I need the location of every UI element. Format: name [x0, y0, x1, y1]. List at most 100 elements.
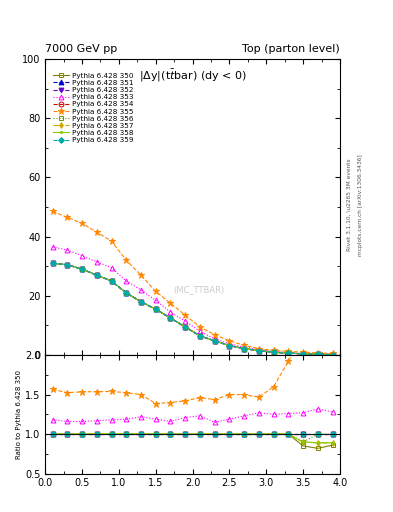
Pythia 6.428 352	[50, 260, 55, 266]
Pythia 6.428 357	[153, 306, 158, 312]
Pythia 6.428 351	[330, 352, 335, 358]
Pythia 6.428 358	[330, 352, 335, 358]
Pythia 6.428 354	[286, 350, 291, 356]
Pythia 6.428 354	[227, 343, 232, 349]
Pythia 6.428 355	[80, 220, 84, 226]
Pythia 6.428 356	[286, 350, 291, 356]
Pythia 6.428 357	[198, 333, 202, 339]
Pythia 6.428 352	[227, 343, 232, 349]
Pythia 6.428 356	[198, 333, 202, 339]
Pythia 6.428 354	[65, 262, 70, 268]
Pythia 6.428 354	[153, 306, 158, 312]
Y-axis label: Ratio to Pythia 6.428 350: Ratio to Pythia 6.428 350	[16, 370, 22, 459]
Pythia 6.428 352	[257, 348, 261, 354]
Pythia 6.428 359	[168, 315, 173, 321]
Pythia 6.428 353	[139, 287, 143, 293]
Pythia 6.428 358	[198, 333, 202, 339]
Pythia 6.428 357	[109, 278, 114, 284]
Pythia 6.428 355	[50, 208, 55, 215]
Pythia 6.428 350	[139, 298, 143, 305]
Pythia 6.428 354	[80, 266, 84, 272]
Pythia 6.428 359	[183, 324, 187, 330]
Pythia 6.428 353	[242, 344, 246, 350]
Pythia 6.428 356	[50, 260, 55, 266]
Pythia 6.428 353	[316, 351, 320, 357]
Line: Pythia 6.428 356: Pythia 6.428 356	[50, 261, 335, 357]
Pythia 6.428 351	[65, 262, 70, 268]
Pythia 6.428 356	[183, 324, 187, 330]
Pythia 6.428 357	[257, 348, 261, 354]
Pythia 6.428 351	[50, 260, 55, 266]
Pythia 6.428 350	[94, 272, 99, 278]
Pythia 6.428 353	[50, 244, 55, 250]
Pythia 6.428 357	[301, 351, 305, 357]
Pythia 6.428 350	[330, 352, 335, 358]
Pythia 6.428 350	[168, 315, 173, 321]
Pythia 6.428 358	[286, 350, 291, 356]
Pythia 6.428 358	[65, 262, 70, 268]
Pythia 6.428 358	[109, 278, 114, 284]
Pythia 6.428 358	[50, 260, 55, 266]
Pythia 6.428 358	[242, 346, 246, 352]
Pythia 6.428 357	[286, 350, 291, 356]
Pythia 6.428 358	[139, 298, 143, 305]
Pythia 6.428 353	[168, 309, 173, 315]
Pythia 6.428 353	[109, 265, 114, 271]
Pythia 6.428 355	[168, 300, 173, 306]
Pythia 6.428 351	[153, 306, 158, 312]
Pythia 6.428 357	[227, 343, 232, 349]
Line: Pythia 6.428 353: Pythia 6.428 353	[50, 245, 335, 357]
Pythia 6.428 355	[139, 272, 143, 278]
Pythia 6.428 359	[124, 290, 129, 296]
Pythia 6.428 354	[183, 324, 187, 330]
Pythia 6.428 358	[227, 343, 232, 349]
Pythia 6.428 358	[257, 348, 261, 354]
Pythia 6.428 352	[153, 306, 158, 312]
Pythia 6.428 352	[168, 315, 173, 321]
Pythia 6.428 358	[301, 351, 305, 357]
Pythia 6.428 359	[109, 278, 114, 284]
Pythia 6.428 352	[94, 272, 99, 278]
Pythia 6.428 353	[286, 350, 291, 356]
Pythia 6.428 356	[65, 262, 70, 268]
Pythia 6.428 357	[183, 324, 187, 330]
Pythia 6.428 352	[286, 350, 291, 356]
Pythia 6.428 350	[227, 343, 232, 349]
Pythia 6.428 352	[198, 333, 202, 339]
Pythia 6.428 357	[50, 260, 55, 266]
Pythia 6.428 359	[242, 346, 246, 352]
Pythia 6.428 359	[301, 351, 305, 357]
Pythia 6.428 356	[316, 351, 320, 357]
Pythia 6.428 355	[124, 257, 129, 263]
Pythia 6.428 355	[257, 346, 261, 352]
Pythia 6.428 353	[80, 253, 84, 259]
Pythia 6.428 352	[183, 324, 187, 330]
Pythia 6.428 350	[316, 351, 320, 357]
Pythia 6.428 356	[257, 348, 261, 354]
Pythia 6.428 354	[109, 278, 114, 284]
Pythia 6.428 350	[80, 266, 84, 272]
Pythia 6.428 354	[198, 333, 202, 339]
Pythia 6.428 359	[212, 338, 217, 344]
Pythia 6.428 352	[330, 352, 335, 358]
Pythia 6.428 356	[242, 346, 246, 352]
Pythia 6.428 354	[50, 260, 55, 266]
Pythia 6.428 356	[124, 290, 129, 296]
Pythia 6.428 359	[198, 333, 202, 339]
Pythia 6.428 353	[227, 341, 232, 347]
Pythia 6.428 355	[65, 215, 70, 221]
Pythia 6.428 351	[139, 298, 143, 305]
Pythia 6.428 358	[94, 272, 99, 278]
Pythia 6.428 351	[183, 324, 187, 330]
Pythia 6.428 356	[139, 298, 143, 305]
Pythia 6.428 355	[109, 238, 114, 244]
Pythia 6.428 352	[109, 278, 114, 284]
Pythia 6.428 352	[212, 338, 217, 344]
Pythia 6.428 357	[316, 351, 320, 357]
Line: Pythia 6.428 352: Pythia 6.428 352	[50, 261, 335, 357]
Pythia 6.428 353	[198, 328, 202, 334]
Pythia 6.428 359	[65, 262, 70, 268]
Pythia 6.428 357	[94, 272, 99, 278]
Pythia 6.428 355	[301, 349, 305, 355]
Pythia 6.428 355	[330, 350, 335, 356]
